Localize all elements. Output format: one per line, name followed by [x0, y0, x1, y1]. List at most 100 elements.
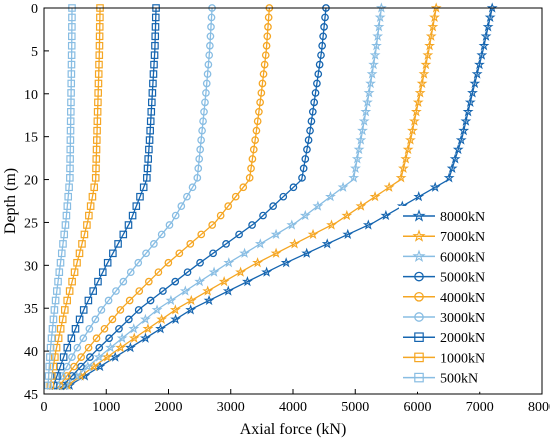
data-point — [321, 13, 329, 22]
data-point — [427, 21, 439, 32]
data-point — [103, 258, 112, 267]
data-point — [94, 98, 102, 107]
data-point — [64, 192, 73, 201]
data-point — [289, 183, 298, 192]
data-point — [63, 372, 71, 380]
data-point — [94, 79, 103, 88]
data-point — [342, 228, 354, 240]
data-point — [185, 294, 197, 306]
data-point — [94, 277, 102, 286]
data-point — [425, 30, 437, 41]
data-point — [77, 353, 86, 361]
legend-label: 2000kN — [440, 331, 485, 346]
data-point — [251, 136, 260, 144]
data-point — [280, 257, 292, 268]
legend-marker — [414, 291, 424, 302]
data-point — [373, 21, 385, 32]
data-point — [209, 249, 217, 258]
data-point — [82, 360, 94, 372]
data-point — [207, 13, 216, 22]
data-point — [422, 49, 434, 60]
data-point — [59, 240, 67, 248]
x-tick-label: 1000 — [92, 400, 120, 415]
series-line — [58, 7, 327, 391]
data-point — [95, 51, 104, 59]
data-point — [67, 107, 75, 116]
data-point — [255, 107, 263, 116]
data-point — [98, 268, 107, 276]
data-point — [109, 249, 117, 258]
data-point — [310, 98, 319, 107]
legend-item: 7000kN — [403, 229, 485, 245]
data-point — [306, 126, 314, 135]
data-point — [92, 155, 101, 163]
data-point — [146, 117, 155, 126]
data-point — [68, 277, 76, 286]
data-point — [57, 249, 66, 258]
data-point — [80, 230, 89, 239]
data-point — [84, 343, 93, 352]
data-point — [235, 266, 246, 277]
data-point — [68, 23, 76, 31]
data-point — [85, 324, 94, 333]
data-point — [353, 143, 365, 155]
legend-label: 500kN — [440, 372, 478, 387]
data-point — [62, 211, 71, 220]
data-point — [363, 87, 375, 98]
data-point — [355, 200, 367, 211]
data-point — [116, 306, 125, 314]
data-point — [142, 323, 154, 334]
data-point — [362, 219, 374, 230]
data-point — [151, 23, 160, 31]
data-point — [67, 334, 76, 343]
data-point — [105, 342, 116, 353]
data-point — [188, 183, 197, 192]
data-point — [67, 70, 76, 78]
data-point — [478, 40, 490, 51]
data-point — [253, 117, 262, 126]
data-point — [55, 268, 64, 276]
legend-marker — [414, 271, 424, 282]
series-500kN — [44, 4, 76, 390]
data-point — [416, 77, 428, 89]
data-point — [94, 70, 103, 78]
data-point — [67, 89, 75, 97]
data-point — [165, 221, 174, 229]
legend-label: 6000kN — [440, 250, 485, 265]
data-point — [116, 332, 128, 343]
data-point — [70, 268, 79, 276]
data-point — [252, 257, 263, 268]
data-point — [365, 77, 376, 89]
data-point — [54, 277, 62, 286]
data-point — [92, 145, 101, 154]
data-point — [105, 334, 113, 343]
data-point — [248, 155, 257, 163]
data-point — [143, 174, 151, 182]
data-point — [395, 172, 407, 183]
data-point — [449, 153, 461, 164]
data-point — [289, 238, 300, 249]
data-point — [369, 49, 381, 60]
data-point — [318, 41, 327, 50]
data-point — [366, 68, 378, 79]
data-point — [156, 313, 168, 324]
data-point — [66, 164, 74, 173]
data-point — [307, 117, 316, 126]
data-point — [186, 240, 195, 248]
data-point — [50, 306, 59, 314]
data-point — [44, 372, 53, 380]
data-point — [206, 32, 215, 41]
data-point — [455, 134, 467, 145]
data-point — [71, 325, 80, 333]
data-point — [312, 200, 324, 211]
data-point — [369, 191, 381, 202]
data-point — [414, 87, 426, 98]
data-point — [171, 277, 180, 286]
data-point — [151, 41, 159, 50]
data-point — [239, 183, 248, 192]
data-point — [67, 51, 76, 59]
y-tick-label: 0 — [31, 2, 38, 17]
data-point — [299, 164, 308, 173]
data-point — [92, 164, 100, 173]
